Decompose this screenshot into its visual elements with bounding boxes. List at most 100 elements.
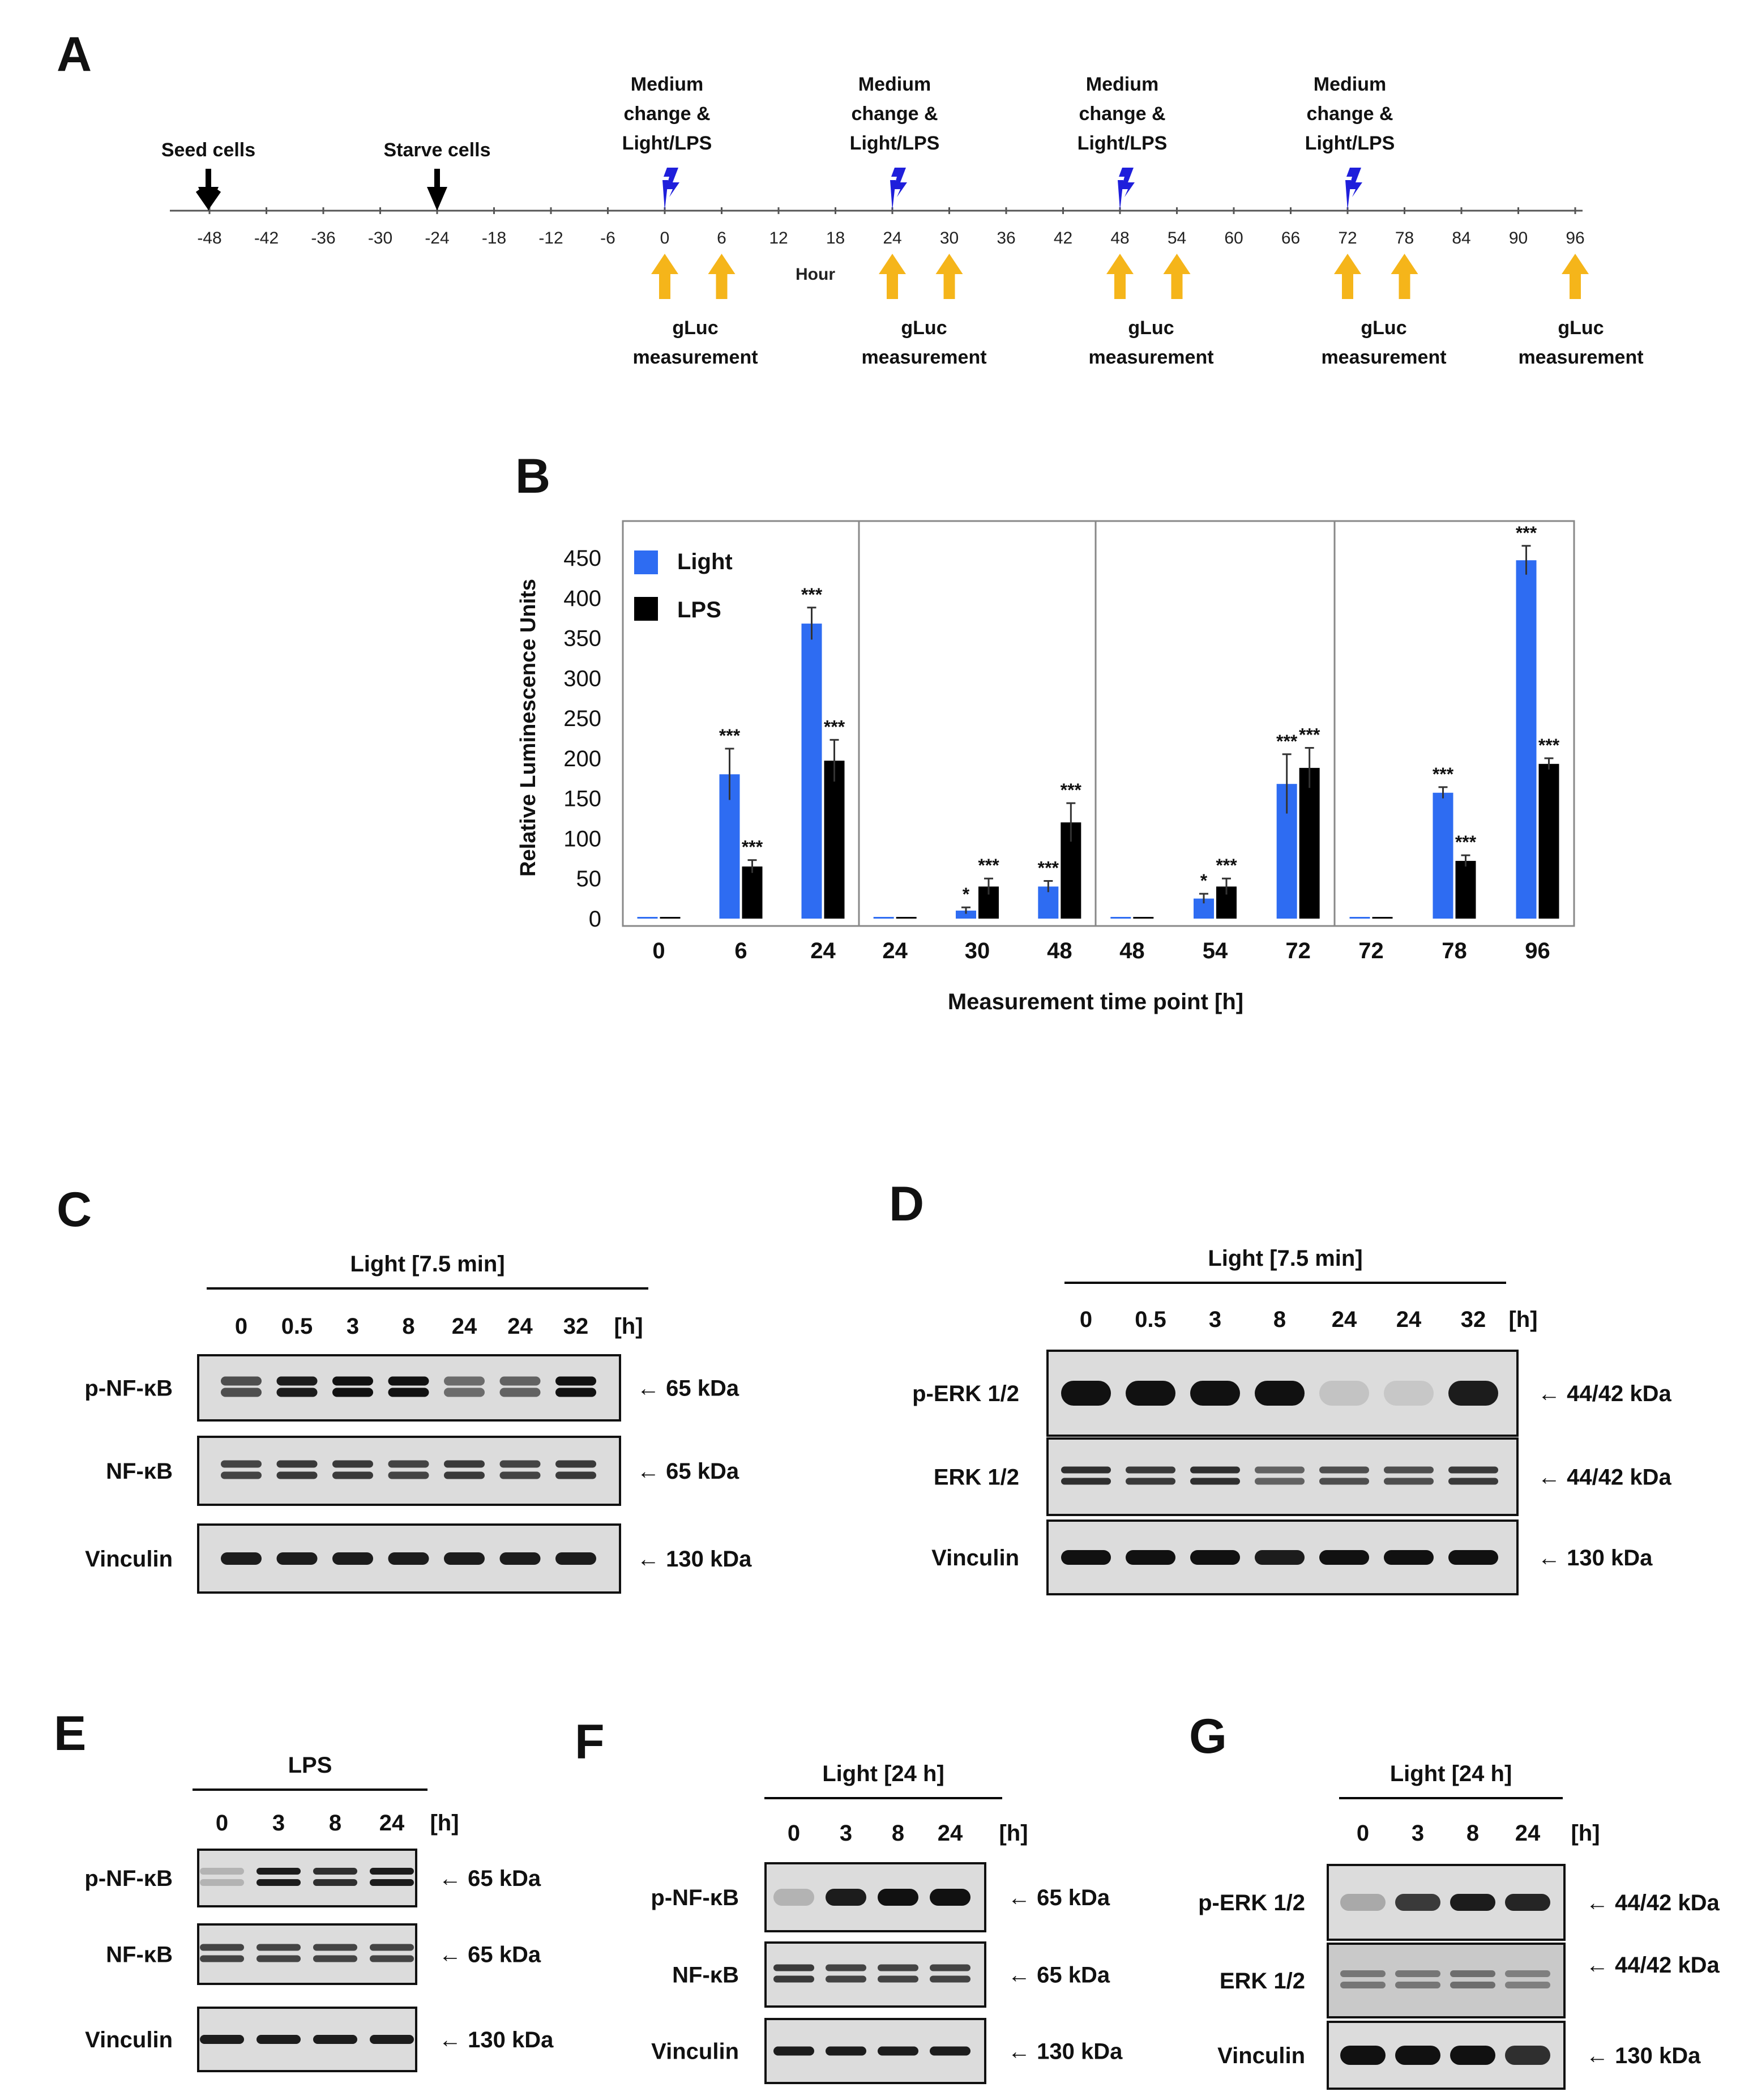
blot-box: [197, 1849, 417, 1907]
blot-band: [1126, 1381, 1175, 1406]
lane-label: 3: [272, 1811, 285, 1836]
blot-band: [1061, 1550, 1111, 1565]
panel-letter: E: [54, 1706, 86, 1761]
blot-band: [256, 1955, 301, 1962]
gluc-label: gLuc: [901, 317, 947, 339]
blot-row-label: Vinculin: [931, 1546, 1019, 1570]
lane-label: 24: [1396, 1307, 1422, 1332]
blot-band: [878, 1889, 918, 1906]
blot-band: [499, 1471, 541, 1479]
bar-lps: [824, 761, 845, 919]
blot-band: [773, 1964, 814, 1971]
medium-change-label: Light/LPS: [622, 133, 712, 154]
blot-band: [200, 1868, 244, 1875]
blot-band: [826, 1889, 866, 1906]
lane-label: 8: [1466, 1821, 1479, 1846]
blot-band: [444, 1471, 485, 1479]
legend-light-swatch: [634, 550, 658, 574]
blot-band: [444, 1388, 485, 1397]
blot-row-label: Vinculin: [85, 2028, 173, 2052]
significance-label: ***: [1216, 855, 1237, 876]
timeline-tick-label: 48: [1110, 229, 1129, 247]
panel-letter: G: [1189, 1709, 1227, 1764]
timeline-tick-label: 6: [717, 229, 726, 247]
timeline-tick-label: 42: [1054, 229, 1072, 247]
lane-label: 32: [563, 1314, 589, 1339]
blot-band: [1450, 1970, 1495, 1977]
lane-unit: [h]: [999, 1821, 1028, 1846]
blot-band: [370, 1955, 414, 1962]
blot-band: [1450, 1982, 1495, 1988]
gluc-arrow-icon: [1562, 254, 1589, 299]
timeline-tick-label: 66: [1281, 229, 1300, 247]
blot-band: [1319, 1550, 1369, 1565]
blot-band: [370, 2035, 414, 2044]
lane-label: 0.5: [281, 1314, 313, 1339]
lightning-bolt-icon: [890, 168, 907, 211]
timeline-tick-label: 60: [1224, 229, 1243, 247]
blot-band: [256, 1944, 301, 1951]
significance-label: ***: [824, 716, 845, 737]
timeline-tick-label: -30: [368, 229, 392, 247]
blot-row-label: ERK 1/2: [934, 1465, 1019, 1490]
panel-d: D Light [7.5 min] 0 0.5 3 8 24 24 32 [h] p-ERK 1/2…: [889, 1177, 1671, 1595]
timeline-tick-label: -24: [425, 229, 449, 247]
blot-band: [1255, 1478, 1305, 1485]
blot-band: [200, 1944, 244, 1951]
blot-band: [555, 1552, 596, 1565]
blot-band: [388, 1376, 429, 1386]
blot-band: [370, 1944, 414, 1951]
blot-band: [555, 1388, 596, 1397]
blot-row-label: p-ERK 1/2: [1198, 1890, 1305, 1915]
blot-band: [1319, 1466, 1369, 1474]
significance-label: ***: [1433, 764, 1454, 784]
panel-b-letter: B: [515, 449, 550, 503]
medium-change-label: Light/LPS: [850, 133, 940, 154]
bar-light: [1433, 792, 1453, 919]
kda-label: ← 130 kDa: [439, 2028, 554, 2052]
blot-band: [332, 1376, 373, 1386]
significance-label: ***: [1061, 780, 1082, 800]
lane-unit: [h]: [1508, 1307, 1537, 1332]
medium-change-label: change &: [1079, 103, 1165, 125]
blot-box: [764, 1941, 986, 2008]
bar-light: [1110, 917, 1131, 919]
y-tick-label: 200: [563, 746, 601, 771]
plot-group-frame: [1094, 520, 1336, 927]
blot-band: [930, 1964, 970, 1971]
significance-label: ***: [978, 855, 999, 876]
blot-band: [332, 1552, 373, 1565]
bar-lps: [1455, 861, 1476, 919]
x-tick-label: 48: [1047, 938, 1072, 963]
blot-band: [1450, 2046, 1495, 2065]
blot-band: [1126, 1478, 1175, 1485]
legend-lps-label: LPS: [677, 597, 721, 622]
kda-label: ← 130 kDa: [1586, 2043, 1701, 2068]
blot-band: [256, 1879, 301, 1886]
bar-light: [637, 917, 658, 919]
plot-group-frame: [1333, 520, 1575, 927]
blot-header: LPS: [288, 1753, 332, 1778]
blot-band: [773, 1889, 814, 1906]
kda-label: ← 44/42 kDa: [1538, 1381, 1671, 1406]
gluc-label: measurement: [632, 347, 758, 368]
blot-band: [200, 1955, 244, 1962]
blot-band: [499, 1460, 541, 1468]
blot-band: [221, 1460, 262, 1468]
timeline-tick-label: 24: [883, 229, 901, 247]
lane-label: 24: [1332, 1307, 1357, 1332]
blot-band: [1190, 1550, 1240, 1565]
medium-change-groups: Medium change & Light/LPS Medium change & Lig…: [622, 74, 1395, 211]
timeline-tick-label: 12: [769, 229, 788, 247]
blot-header: Light [7.5 min]: [350, 1252, 504, 1277]
blot-band: [276, 1460, 318, 1468]
lane-label: 32: [1461, 1307, 1486, 1332]
lane-label: 3: [347, 1314, 359, 1339]
panel-g: G Light [24 h] 0 3 8 24 [h] p-ERK 1/2 ← 44/42 kD…: [1189, 1709, 1720, 2090]
blot-band: [1505, 1894, 1550, 1911]
blot-band: [388, 1552, 429, 1565]
blot-band: [878, 1975, 918, 1983]
medium-change-label: change &: [1306, 103, 1393, 125]
blot-band: [1505, 1970, 1550, 1977]
blot-band: [1448, 1466, 1498, 1474]
